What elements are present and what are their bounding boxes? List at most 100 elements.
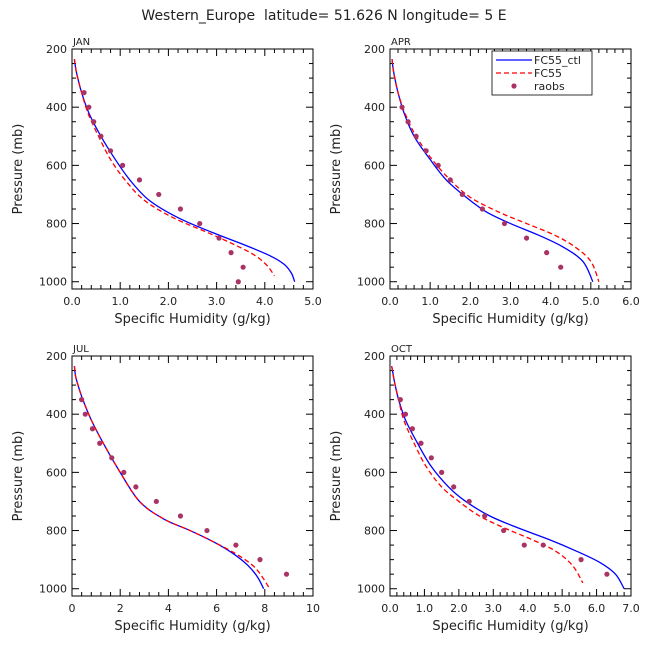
- x-tick-label: 4.0: [256, 295, 274, 308]
- raobs-point: [501, 527, 507, 534]
- raobs-point: [413, 133, 419, 139]
- y-tick-label: 200: [364, 350, 385, 363]
- plot-frame: [389, 355, 632, 597]
- x-tick-label: 0.0: [381, 295, 399, 308]
- legend-label: raobs: [534, 80, 565, 93]
- raobs-point: [428, 455, 434, 461]
- raobs-point: [451, 484, 457, 490]
- x-axis-label: Specific Humidity (g/kg): [114, 619, 270, 634]
- raobs-point: [204, 527, 210, 534]
- y-tick-label: 800: [364, 525, 385, 538]
- raobs-point: [156, 191, 162, 198]
- x-tick-label: 2.0: [160, 295, 178, 308]
- raobs-point: [89, 426, 96, 432]
- legend-entry: FC55_ctl: [496, 54, 581, 67]
- x-tick-label: 8: [261, 602, 268, 615]
- raobs-point: [540, 542, 546, 548]
- x-tick-label: 5.0: [304, 295, 322, 308]
- panel-jan: JAN 0.0 1.0 2.0 3.0 4.0 5.0 200 400 600 800 1000 Spe…: [11, 37, 322, 327]
- y-tick-label: 600: [364, 466, 385, 479]
- raobs-point: [447, 177, 453, 183]
- raobs-point: [79, 397, 85, 403]
- raobs-point: [501, 220, 508, 227]
- x-axis-label: Specific Humidity (g/kg): [432, 619, 588, 634]
- raobs-point: [177, 513, 184, 519]
- raobs-point: [466, 498, 472, 505]
- raobs-point: [558, 264, 564, 270]
- series-group: [73, 366, 290, 590]
- y-tick-label: 200: [46, 43, 67, 56]
- raobs-point: [435, 162, 441, 168]
- x-tick-label: 3.0: [502, 295, 520, 308]
- x-tick-label: 3.0: [485, 602, 503, 615]
- legend-label: FC55: [534, 67, 562, 80]
- raobs-point: [120, 162, 126, 168]
- y-tick-label: 600: [46, 466, 67, 479]
- raobs-point: [397, 397, 403, 403]
- raobs-point: [91, 119, 97, 125]
- panel-title: JAN: [72, 37, 90, 48]
- panel-oct: OCT 0.0 1.0 2.0 3.0 4.0 5.0 6.0 7.0 200 400 600 800 1…: [329, 344, 640, 634]
- raobs-point: [521, 542, 527, 548]
- x-tick-label: 2: [117, 602, 124, 615]
- panel-title: OCT: [391, 344, 413, 355]
- y-tick-label: 800: [364, 218, 385, 231]
- raobs-point: [482, 513, 488, 519]
- fc55-ctl-line: [391, 59, 594, 283]
- y-tick-label: 400: [364, 408, 385, 421]
- x-tick-label: 2.0: [450, 602, 468, 615]
- raobs-point: [283, 571, 290, 577]
- raobs-point: [604, 571, 610, 577]
- y-tick-label: 400: [46, 101, 67, 114]
- y-tick-label: 800: [46, 525, 67, 538]
- series-group: [73, 59, 296, 285]
- raobs-point: [97, 440, 103, 446]
- raobs-point: [136, 177, 143, 183]
- x-tick-label: 5.0: [553, 602, 571, 615]
- x-axis-label: Specific Humidity (g/kg): [114, 312, 270, 327]
- raobs-point: [439, 469, 445, 475]
- raobs-point: [228, 250, 234, 256]
- raobs-point: [216, 235, 222, 241]
- raobs-point: [544, 250, 550, 256]
- x-tick-label: 6.0: [588, 602, 606, 615]
- raobs-point: [107, 148, 114, 154]
- raobs-point: [402, 411, 409, 417]
- series-group: [391, 366, 625, 590]
- raobs-point: [257, 557, 263, 563]
- plot-frame: [71, 48, 314, 290]
- raobs-point: [81, 90, 87, 96]
- y-tick-label: 600: [364, 159, 385, 172]
- raobs-point: [523, 235, 530, 241]
- x-tick-label: 5.0: [582, 295, 600, 308]
- raobs-point: [240, 264, 246, 270]
- x-tick-label: 4: [165, 602, 172, 615]
- raobs-point: [233, 542, 239, 548]
- y-tick-label: 400: [364, 101, 385, 114]
- y-tick-label: 1000: [39, 583, 67, 596]
- fc55-ctl-line: [391, 366, 625, 590]
- y-tick-label: 1000: [357, 276, 385, 289]
- x-tick-label: 0: [69, 602, 76, 615]
- x-tick-label: 1.0: [421, 295, 439, 308]
- fc55-line: [391, 366, 584, 584]
- raobs-point: [479, 206, 485, 212]
- raobs-point: [98, 133, 104, 139]
- raobs-point: [578, 557, 584, 563]
- y-axis-label: Pressure (mb): [11, 431, 26, 522]
- plot-frame: [71, 355, 314, 597]
- y-tick-label: 600: [46, 159, 67, 172]
- y-tick-label: 200: [46, 350, 67, 363]
- raobs-point: [235, 279, 241, 285]
- fc55-ctl-line: [73, 59, 296, 282]
- legend-label: FC55_ctl: [534, 54, 581, 67]
- raobs-point: [153, 498, 159, 505]
- fc55-line: [73, 366, 271, 590]
- x-tick-label: 3.0: [208, 295, 226, 308]
- x-tick-label: 7.0: [622, 602, 640, 615]
- raobs-point: [418, 440, 424, 446]
- y-axis-label: Pressure (mb): [329, 124, 344, 215]
- raobs-point: [133, 484, 139, 490]
- panel-title: JUL: [72, 344, 89, 355]
